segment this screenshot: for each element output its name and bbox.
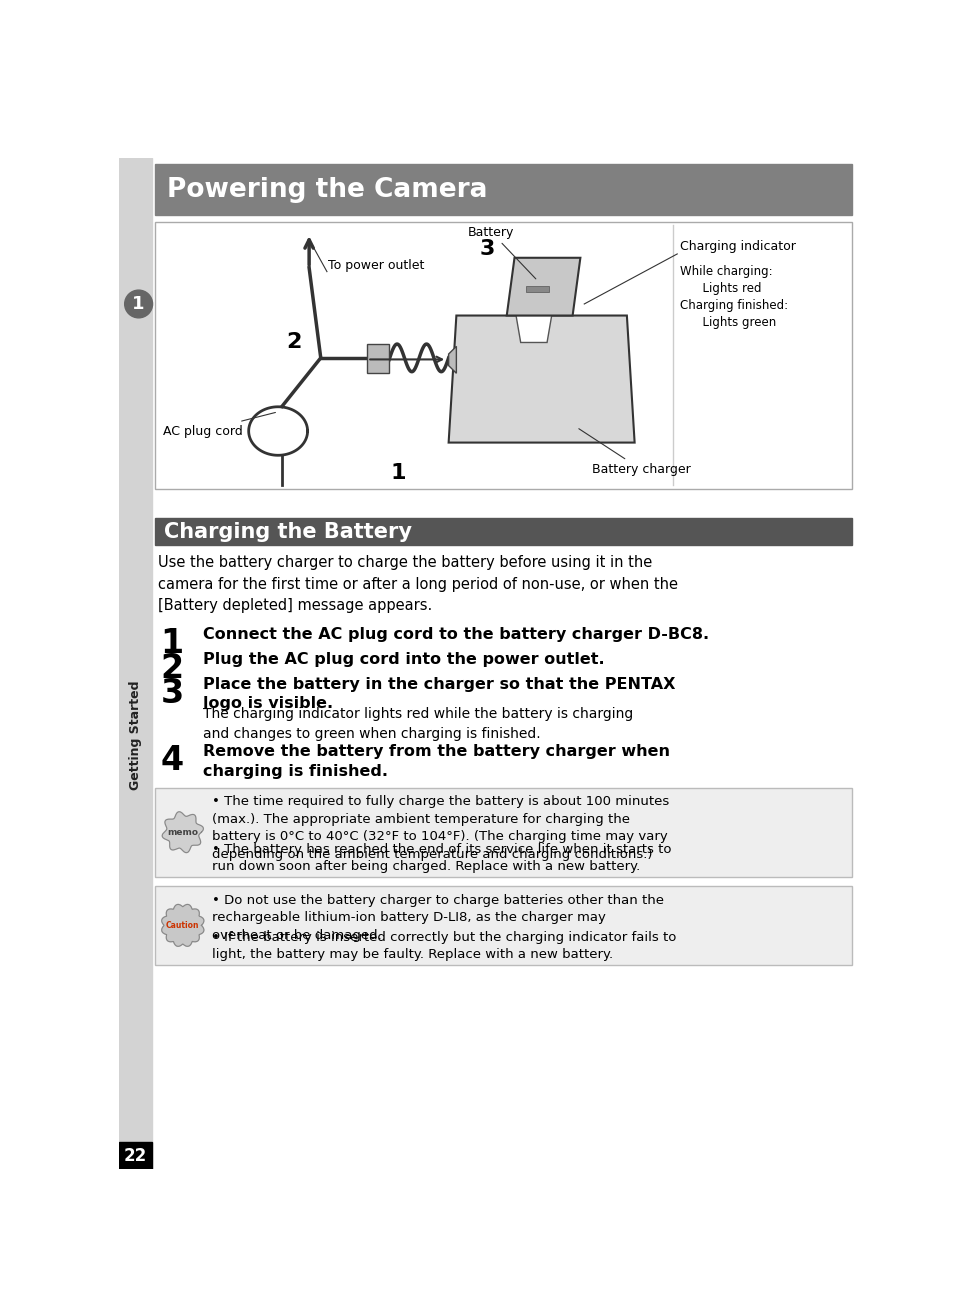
Text: Getting Started: Getting Started <box>129 681 142 790</box>
Polygon shape <box>506 258 579 315</box>
Text: Connect the AC plug cord to the battery charger D-BC8.: Connect the AC plug cord to the battery … <box>203 627 708 643</box>
Text: 4: 4 <box>160 745 183 778</box>
Circle shape <box>125 290 152 318</box>
Text: Battery: Battery <box>468 226 536 279</box>
Text: Caution: Caution <box>166 921 199 930</box>
Text: 1: 1 <box>390 464 406 484</box>
Polygon shape <box>448 347 456 373</box>
Text: • The time required to fully charge the battery is about 100 minutes
(max.). The: • The time required to fully charge the … <box>212 795 669 861</box>
Text: 3: 3 <box>160 677 183 710</box>
Polygon shape <box>448 315 634 443</box>
Text: 1: 1 <box>132 294 145 313</box>
Text: • If the battery is inserted correctly but the charging indicator fails to
light: • If the battery is inserted correctly b… <box>212 930 676 962</box>
Text: 22: 22 <box>124 1147 147 1164</box>
Text: Powering the Camera: Powering the Camera <box>167 176 487 202</box>
Text: Plug the AC plug cord into the power outlet.: Plug the AC plug cord into the power out… <box>203 652 604 668</box>
Polygon shape <box>162 904 204 946</box>
Bar <box>154 886 852 964</box>
Text: Battery charger: Battery charger <box>578 428 690 476</box>
Bar <box>154 222 852 489</box>
Text: Remove the battery from the battery charger when
charging is finished.: Remove the battery from the battery char… <box>203 745 669 779</box>
Text: Use the battery charger to charge the battery before using it in the
camera for : Use the battery charger to charge the ba… <box>158 555 678 614</box>
Text: • Do not use the battery charger to charge batteries other than the
rechargeable: • Do not use the battery charger to char… <box>212 894 663 942</box>
Text: Charging the Battery: Charging the Battery <box>164 522 412 541</box>
Text: 3: 3 <box>479 239 495 259</box>
Bar <box>154 518 852 545</box>
Text: The charging indicator lights red while the battery is charging
and changes to g: The charging indicator lights red while … <box>203 707 633 741</box>
Text: memo: memo <box>167 828 198 837</box>
Polygon shape <box>516 315 551 343</box>
Bar <box>119 1142 152 1169</box>
Bar <box>367 344 389 373</box>
Text: 1: 1 <box>160 627 183 661</box>
Text: 2: 2 <box>160 652 183 685</box>
Polygon shape <box>162 812 203 853</box>
Bar <box>154 787 852 876</box>
Text: Charging indicator: Charging indicator <box>679 239 795 252</box>
Text: AC plug cord: AC plug cord <box>162 413 275 438</box>
Text: 2: 2 <box>286 332 301 352</box>
Text: Place the battery in the charger so that the PENTAX
logo is visible.: Place the battery in the charger so that… <box>203 677 675 711</box>
Bar <box>525 286 549 293</box>
Text: • The battery has reached the end of its service life when it starts to
run down: • The battery has reached the end of its… <box>212 844 671 874</box>
Text: To power outlet: To power outlet <box>328 259 424 272</box>
Bar <box>119 158 152 1169</box>
Text: While charging:
      Lights red
Charging finished:
      Lights green: While charging: Lights red Charging fini… <box>679 265 787 330</box>
Bar <box>154 164 852 215</box>
